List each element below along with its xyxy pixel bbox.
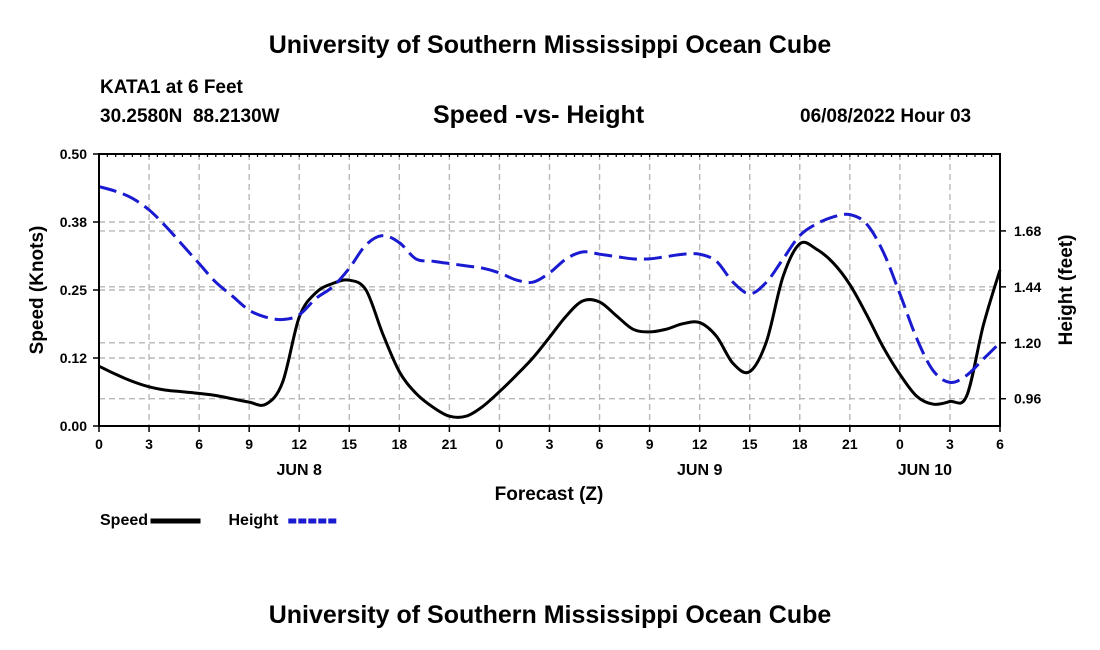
y-tick-label: 0.25 (60, 282, 87, 298)
x-tick-label: 0 (496, 436, 504, 452)
x-tick-label: 6 (996, 436, 1004, 452)
y-tick-label: 0.00 (60, 418, 87, 434)
x-tick-label: 12 (291, 436, 307, 452)
date-label: JUN 9 (677, 462, 722, 479)
y-axis-label: Speed (Knots) (27, 226, 48, 355)
x-tick-label: 3 (145, 436, 153, 452)
x-tick-label: 9 (245, 436, 253, 452)
footer-title: University of Southern Mississippi Ocean… (268, 601, 832, 629)
x-tick-label: 0 (896, 436, 904, 452)
y2-tick-label: 1.68 (1014, 223, 1041, 239)
series-line-speed (98, 240, 1002, 419)
page-title: University of Southern Mississippi Ocean… (268, 31, 832, 59)
x-tick-label: 3 (546, 436, 554, 452)
y-tick-label: 0.38 (60, 214, 87, 230)
y2-axis-label: Height (feet) (1056, 235, 1077, 346)
x-tick-label: 0 (95, 436, 103, 452)
legend-label-speed: Speed (100, 512, 148, 529)
x-tick-label: 15 (742, 436, 758, 452)
series-line-height (98, 185, 1002, 384)
y2-tick-label: 1.20 (1014, 335, 1041, 351)
axis-layer: 0 3 6 9 12 15 18 21 0 3 6 9 12 15 18 21 0 3 6 0.00 0.12 0.25 0… (60, 146, 1042, 479)
y2-tick-label: 1.44 (1014, 279, 1041, 295)
x-tick-label: 18 (392, 436, 408, 452)
datetime-label: 06/08/2022 Hour 03 (800, 106, 972, 127)
date-label: JUN 10 (898, 462, 952, 479)
x-axis-label: Forecast (Z) (495, 484, 604, 505)
x-tick-label: 3 (946, 436, 954, 452)
y-tick-label: 0.12 (60, 350, 87, 366)
series-layer (98, 185, 1002, 419)
y-tick-label: 0.50 (60, 146, 87, 162)
grid-layer (99, 154, 1000, 426)
x-tick-label: 18 (792, 436, 808, 452)
coordinates-label: 30.2580N 88.2130W (100, 106, 280, 127)
chart-subtitle: Speed -vs- Height (433, 101, 645, 129)
station-label: KATA1 at 6 Feet (100, 77, 243, 98)
x-tick-label: 6 (195, 436, 203, 452)
x-tick-label: 21 (442, 436, 458, 452)
x-tick-label: 12 (692, 436, 708, 452)
y2-tick-label: 0.96 (1014, 391, 1041, 407)
legend-label-height: Height (229, 512, 279, 529)
x-tick-label: 9 (646, 436, 654, 452)
x-tick-label: 6 (596, 436, 604, 452)
legend-layer: Speed Height (100, 512, 339, 529)
x-tick-label: 21 (842, 436, 858, 452)
x-tick-label: 15 (341, 436, 357, 452)
date-label: JUN 8 (277, 462, 322, 479)
